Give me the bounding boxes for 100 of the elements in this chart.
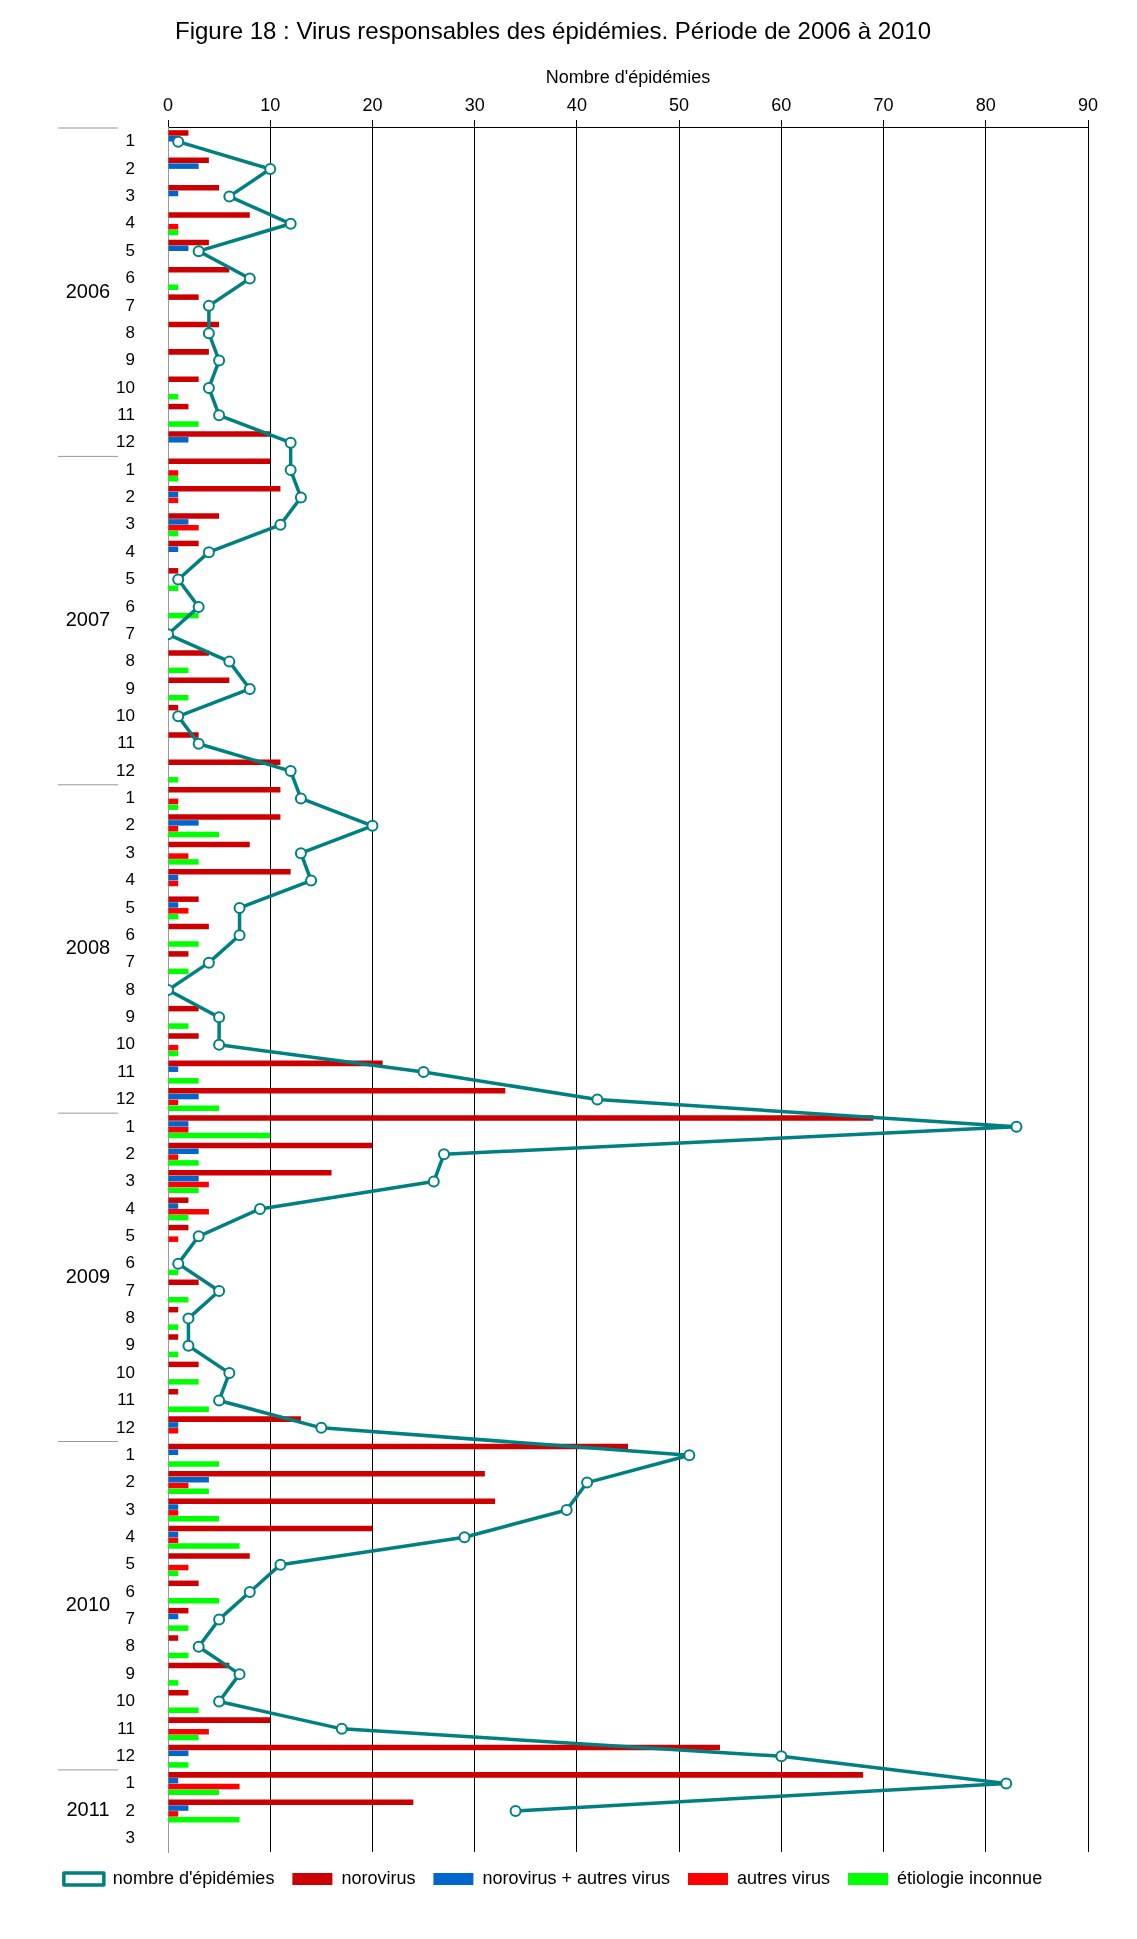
y-tick-label: 12 [116,1417,135,1437]
y-tick-label: 7 [125,952,135,972]
bar [168,1148,199,1155]
bar [168,1154,179,1160]
bar [168,1105,220,1111]
y-tick-label: 10 [116,1034,135,1054]
bar [168,1422,179,1428]
bar [168,1543,240,1549]
y-tick-label: 4 [125,541,135,561]
bar [168,1406,209,1412]
bar [168,1476,209,1483]
bar [168,941,199,947]
bar [168,1461,220,1467]
bar [168,513,220,519]
bar [168,1734,199,1741]
x-tick-label: 90 [1077,95,1099,116]
bar [168,650,209,656]
bar [168,376,199,383]
bar [168,1324,179,1330]
y-tick-label: 11 [117,1061,135,1081]
bar [168,1680,179,1686]
x-tick-label: 10 [260,95,281,116]
y-tick-label: 2 [125,158,135,178]
bar [168,485,281,492]
bar [168,267,230,273]
bar [168,1816,240,1823]
bar [168,1209,209,1215]
text: 2008 [65,936,111,959]
bar [168,1783,240,1790]
y-tick-label: 9 [125,350,135,370]
y-tick-label: 1 [125,131,135,151]
y-tick-label: 2 [125,815,135,835]
y-tick-label: 3 [125,514,135,534]
y-tick-label: 8 [125,1308,135,1328]
bar [168,1427,179,1434]
y-tick-label: 6 [125,1253,135,1273]
bar [168,1279,199,1286]
bar [168,421,199,427]
y-tick-label: 2 [125,487,135,507]
y-tick-label: 11 [117,1390,135,1410]
bar [168,1087,506,1094]
bar [168,1187,199,1194]
legend-label: étiologie inconnue [897,1867,1043,1888]
text: 2011 [66,1798,110,1821]
y-tick-label: 10 [116,1362,135,1382]
bar [168,1799,414,1805]
bar [168,1537,179,1543]
legend-label: autres virus [736,1867,831,1888]
y-tick-label: 9 [125,1663,135,1683]
y-tick-label: 1 [125,1116,135,1136]
bar [168,1805,189,1811]
y-tick-label: 10 [116,706,135,726]
bar [168,923,209,930]
y-tick-label: 3 [125,842,135,862]
bar [168,1175,199,1182]
y-tick-label: 12 [116,1089,135,1109]
y-tick-label: 4 [125,870,135,890]
bar [168,1170,332,1176]
bar [168,294,199,300]
y-tick-label: 5 [125,897,135,917]
bar [168,1296,189,1303]
bar [168,212,250,218]
bar [168,1553,250,1559]
bar [168,786,281,793]
bar [168,1717,271,1723]
bar [168,1078,199,1084]
bar [168,1093,199,1100]
bar [168,1597,220,1604]
legend-label: norovirus [341,1867,416,1888]
bar [168,1197,189,1203]
x-tick-label: 60 [771,95,792,116]
bar [168,777,179,783]
bar [168,1160,199,1166]
legend-label: norovirus + autres virus [482,1867,670,1888]
y-tick-label: 2 [125,1800,135,1820]
bar [168,1580,199,1587]
bar [168,859,199,865]
y-tick-label: 1 [125,459,135,479]
x-tick-label: 20 [362,95,383,116]
y-tick-label: 12 [116,432,135,452]
x-tick-label: 70 [873,95,894,116]
bar [168,1033,199,1039]
y-tick-label: 5 [125,569,135,589]
x-tick-label: 40 [566,95,587,116]
text: 2007 [65,608,111,631]
bar [168,853,189,859]
y-tick-label: 8 [125,1636,135,1656]
bar [168,902,179,908]
y-tick-label: 11 [117,405,135,425]
y-tick-label: 7 [125,1609,135,1629]
bar [168,1525,373,1532]
bar [168,1707,199,1713]
bar [168,1625,189,1631]
bar [168,524,199,531]
bar [168,1361,199,1368]
y-tick-label: 4 [125,213,135,233]
y-tick-label: 12 [116,1745,135,1765]
bar [168,540,199,547]
y-tick-label: 3 [125,1499,135,1519]
bar [168,157,209,164]
